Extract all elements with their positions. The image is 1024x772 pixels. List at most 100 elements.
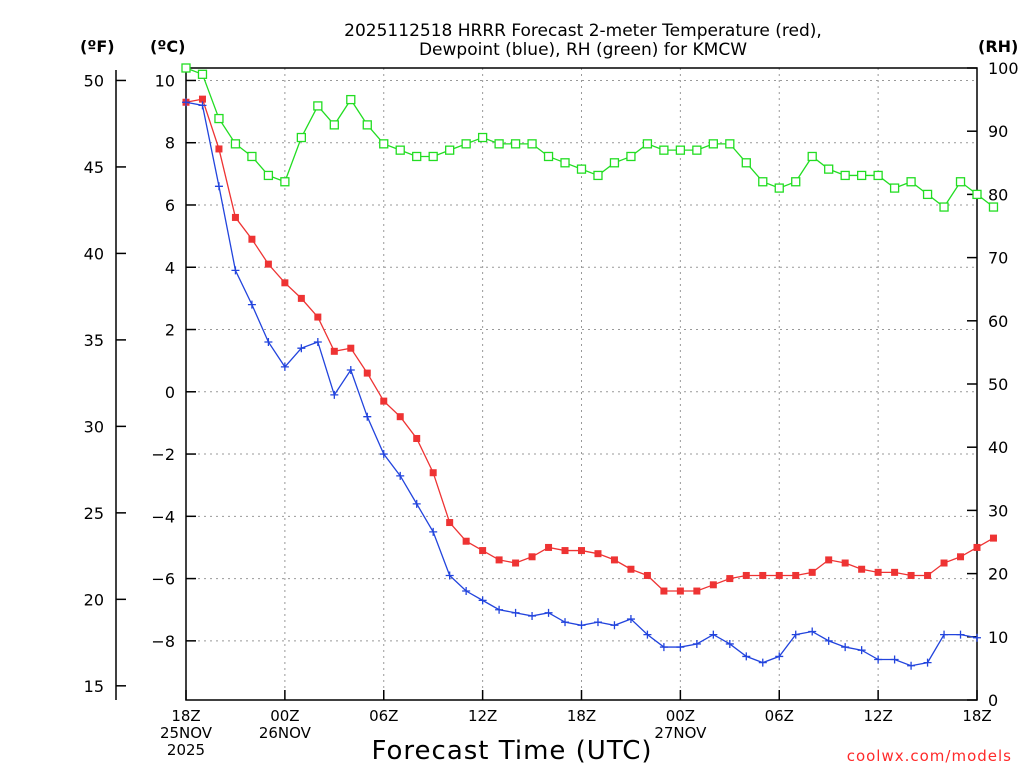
point-dewpoint xyxy=(495,605,504,614)
point-rh xyxy=(659,145,669,155)
point-temperature xyxy=(462,537,470,545)
point-dewpoint xyxy=(412,499,421,508)
point-dewpoint xyxy=(445,571,454,580)
point-temperature xyxy=(231,213,239,221)
point-rh xyxy=(807,151,817,162)
point-dewpoint xyxy=(725,639,734,648)
point-rh xyxy=(445,145,455,155)
point-rh xyxy=(379,139,389,149)
x-tick-label: 27NOV xyxy=(654,724,707,742)
point-temperature xyxy=(660,587,668,595)
point-rh xyxy=(692,145,702,155)
point-dewpoint xyxy=(346,365,355,374)
fahrenheit-tick-label: 50 xyxy=(84,71,104,90)
point-dewpoint xyxy=(709,630,718,639)
rh-tick-label: 70 xyxy=(988,249,1008,268)
celsius-tick-label: −4 xyxy=(151,507,175,526)
point-temperature xyxy=(825,556,833,564)
point-rh xyxy=(856,170,867,181)
point-dewpoint xyxy=(198,101,207,110)
celsius-tick-label: 6 xyxy=(165,196,175,215)
point-temperature xyxy=(545,543,553,551)
point-rh xyxy=(840,170,850,181)
x-tick-label: 00Z xyxy=(666,707,695,725)
point-temperature xyxy=(264,260,272,268)
point-temperature xyxy=(989,534,997,542)
point-temperature xyxy=(429,469,437,477)
rh-tick-label: 10 xyxy=(988,628,1008,647)
point-rh xyxy=(939,202,949,212)
point-dewpoint xyxy=(857,646,866,655)
point-rh xyxy=(708,139,718,149)
point-dewpoint xyxy=(775,652,784,661)
point-temperature xyxy=(413,434,421,442)
unit-label-rh: (RH) xyxy=(978,37,1018,56)
point-dewpoint xyxy=(561,618,570,627)
x-tick-label: 2025 xyxy=(167,741,205,759)
point-temperature xyxy=(940,559,948,567)
point-rh xyxy=(576,164,587,174)
point-dewpoint xyxy=(264,337,273,346)
point-dewpoint xyxy=(247,300,256,309)
point-temperature xyxy=(561,547,569,555)
point-temperature xyxy=(775,571,783,579)
point-temperature xyxy=(479,547,487,555)
point-dewpoint xyxy=(940,630,949,639)
point-temperature xyxy=(248,235,256,243)
point-dewpoint xyxy=(907,661,916,670)
x-tick-label: 12Z xyxy=(863,707,892,725)
point-dewpoint xyxy=(297,344,306,353)
point-rh xyxy=(313,101,323,111)
point-temperature xyxy=(957,553,965,561)
point-rh xyxy=(560,158,570,168)
point-rh xyxy=(609,158,620,168)
point-rh xyxy=(346,94,356,105)
point-rh xyxy=(362,120,372,130)
celsius-tick-label: 0 xyxy=(165,383,175,402)
point-temperature xyxy=(907,571,915,579)
point-dewpoint xyxy=(396,471,405,480)
point-rh xyxy=(247,151,257,162)
point-temperature xyxy=(198,95,206,103)
point-rh xyxy=(527,139,537,149)
point-temperature xyxy=(693,587,701,595)
point-temperature xyxy=(347,344,355,352)
point-dewpoint xyxy=(593,618,602,627)
point-rh xyxy=(906,177,916,187)
point-temperature xyxy=(610,556,618,564)
point-dewpoint xyxy=(511,608,520,617)
point-temperature xyxy=(297,294,305,302)
celsius-tick-label: −8 xyxy=(151,632,175,651)
point-rh xyxy=(955,177,966,187)
x-tick-label: 06Z xyxy=(765,707,794,725)
point-dewpoint xyxy=(923,658,932,667)
point-rh xyxy=(181,63,191,73)
point-dewpoint xyxy=(313,337,322,346)
point-dewpoint xyxy=(890,655,899,664)
point-rh xyxy=(329,120,339,130)
point-dewpoint xyxy=(182,98,190,107)
point-temperature xyxy=(709,581,717,589)
x-tick-label: 25NOV xyxy=(160,724,213,742)
series-dewpoint xyxy=(182,98,981,670)
point-temperature xyxy=(363,369,371,377)
point-rh xyxy=(230,139,241,149)
point-temperature xyxy=(973,543,981,551)
point-dewpoint xyxy=(626,615,635,624)
point-rh xyxy=(873,170,883,181)
point-dewpoint xyxy=(676,643,685,652)
point-rh xyxy=(510,139,521,149)
point-rh xyxy=(395,145,405,155)
series-temperature xyxy=(182,95,997,595)
point-dewpoint xyxy=(874,655,883,664)
point-dewpoint xyxy=(956,630,965,639)
rh-tick-label: 80 xyxy=(988,185,1008,204)
rh-tick-label: 20 xyxy=(988,565,1008,584)
point-rh xyxy=(675,145,686,155)
unit-label-celsius: (ºC) xyxy=(150,37,185,56)
rh-tick-label: 90 xyxy=(988,122,1008,141)
point-dewpoint xyxy=(824,636,833,645)
rh-tick-label: 30 xyxy=(988,501,1008,520)
point-temperature xyxy=(594,550,602,558)
